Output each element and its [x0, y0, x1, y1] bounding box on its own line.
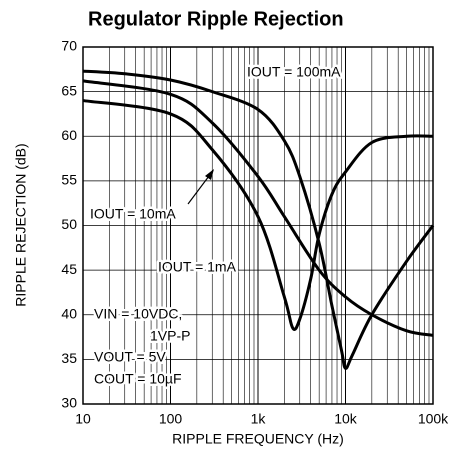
chart-title: Regulator Ripple Rejection [88, 8, 344, 30]
series-label: IOUT = 10mA [90, 206, 176, 222]
series-label: IOUT = 100mA [247, 64, 341, 80]
y-tick-label: 50 [61, 216, 77, 232]
y-tick-label: 60 [61, 127, 77, 143]
data-line [82, 79, 434, 337]
x-tick-label: 1k [251, 411, 267, 427]
arrow-head [205, 169, 214, 180]
x-tick-label: 100 [159, 411, 183, 427]
annotation: VOUT = 5V [94, 349, 166, 365]
annotation: 1VP-P [150, 328, 190, 344]
annotation: COUT = 10µF [94, 371, 182, 387]
series-label: IOUT = 1mA [158, 259, 237, 275]
y-tick-label: 45 [61, 261, 77, 277]
annotation: VIN = 10VDC, [94, 306, 182, 322]
y-tick-label: 65 [61, 82, 77, 98]
y-tick-label: 30 [61, 395, 77, 411]
x-tick-label: 10 [75, 411, 91, 427]
y-tick-label: 70 [61, 38, 77, 54]
y-tick-label: 40 [61, 305, 77, 321]
y-tick-label: 35 [61, 350, 77, 366]
x-tick-label: 100k [418, 411, 449, 427]
y-axis-label: RIPPLE REJECTION (dB) [13, 143, 29, 306]
y-tick-label: 55 [61, 172, 77, 188]
x-tick-label: 10k [334, 411, 358, 427]
data-line [82, 99, 434, 331]
data-line [82, 69, 435, 370]
x-axis-label: RIPPLE FREQUENCY (Hz) [172, 431, 344, 447]
